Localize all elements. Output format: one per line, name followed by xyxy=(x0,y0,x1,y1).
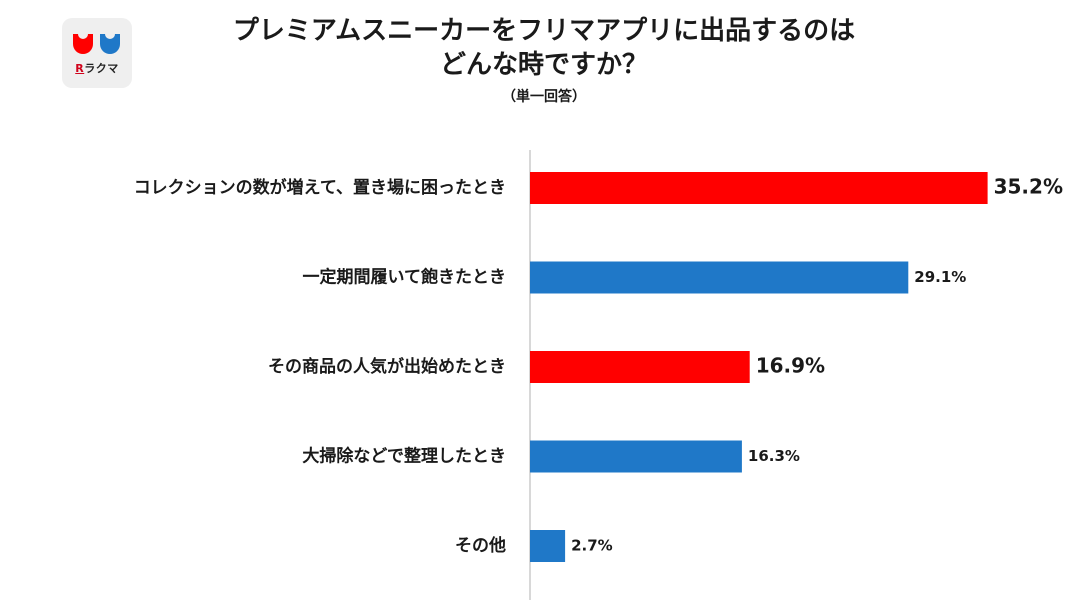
bar-5 xyxy=(530,530,566,562)
category-label-5: その他 xyxy=(455,535,506,556)
value-label-5: 2.7% xyxy=(571,537,613,555)
category-label-4: 大掃除などで整理したとき xyxy=(302,446,506,467)
chart-header: プレミアムスニーカーをフリマアプリに出品するのは どんな時ですか？ （単一回答） xyxy=(140,14,948,106)
logo-blue-shape xyxy=(100,34,120,54)
value-label-2: 29.1% xyxy=(914,268,966,286)
bar-1 xyxy=(530,172,988,204)
bar-4 xyxy=(530,440,742,473)
chart-subtitle: （単一回答） xyxy=(502,89,586,105)
bar-3 xyxy=(530,351,750,383)
logo-wordmark: Rラクマ xyxy=(62,60,132,76)
value-label-3: 16.9% xyxy=(756,354,825,378)
logo-r-mark: R xyxy=(75,62,85,75)
bars-group: コレクションの数が増えて、置き場に困ったとき 35.2% 一定期間履いて飽きたとき 2… xyxy=(134,172,1063,562)
logo-red-shape xyxy=(73,34,93,54)
value-label-4: 16.3% xyxy=(748,447,800,465)
logo-brand-name: ラクマ xyxy=(84,62,119,75)
category-label-3: その商品の人気が出始めたとき xyxy=(268,356,506,377)
category-label-2: 一定期間履いて飽きたとき xyxy=(303,267,507,288)
chart-title: プレミアムスニーカーをフリマアプリに出品するのは どんな時ですか？ xyxy=(232,16,856,80)
bar-2 xyxy=(530,261,909,294)
category-label-1: コレクションの数が増えて、置き場に困ったとき xyxy=(134,177,506,198)
value-label-1: 35.2% xyxy=(994,175,1063,199)
rakuma-logo: Rラクマ xyxy=(62,18,132,88)
